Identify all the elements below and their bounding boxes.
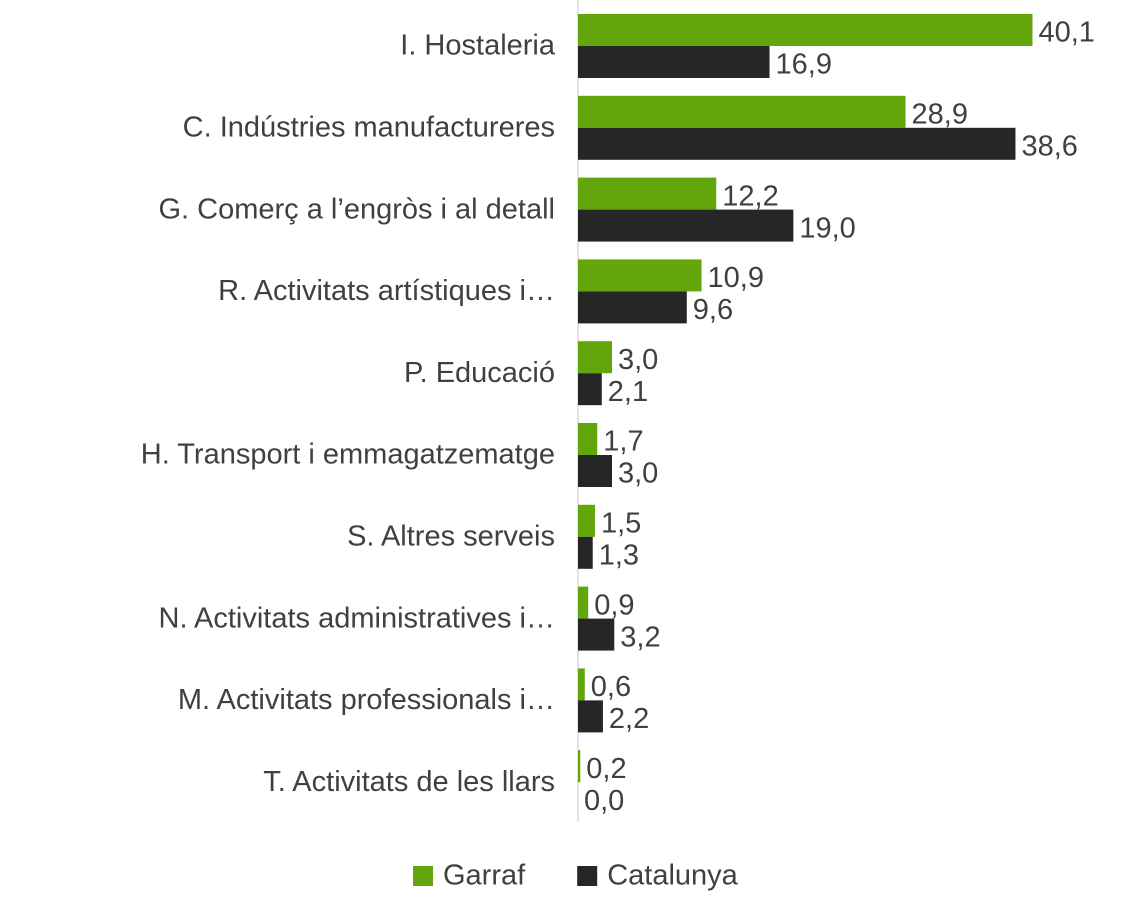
value-label: 2,1: [608, 376, 648, 408]
value-label: 3,0: [618, 458, 658, 490]
value-label: 0,0: [584, 785, 624, 817]
category-label: G. Comerç a l’engròs i al detall: [159, 193, 556, 225]
legend-swatch: [413, 866, 433, 886]
legend-swatch: [577, 866, 598, 886]
bar: [578, 177, 717, 210]
value-label: 10,9: [708, 262, 764, 294]
value-label: 40,1: [1038, 17, 1094, 49]
value-label: 1,5: [601, 507, 641, 539]
category-label: I. Hostaleria: [400, 30, 556, 62]
category-label: P. Educació: [404, 357, 555, 389]
value-label: 16,9: [776, 49, 832, 81]
bar: [578, 14, 1033, 46]
value-label: 28,9: [912, 98, 968, 130]
value-label: 0,9: [594, 589, 634, 621]
bar: [578, 95, 906, 128]
legend-label: Garraf: [443, 860, 526, 892]
value-label: 12,2: [722, 180, 778, 212]
value-label: 2,2: [609, 703, 649, 735]
value-label: 0,2: [586, 753, 626, 785]
value-label: 3,2: [620, 621, 660, 653]
bar: [578, 668, 585, 701]
bar: [578, 341, 612, 374]
category-label: S. Altres serveis: [347, 520, 555, 552]
bar: [578, 750, 581, 783]
bar: [578, 700, 603, 733]
value-label: 9,6: [693, 294, 733, 326]
category-label: M. Activitats professionals i…: [178, 684, 555, 716]
bar: [578, 373, 602, 406]
bar: [578, 46, 770, 78]
bar: [578, 259, 702, 292]
bar: [578, 455, 612, 487]
bar: [578, 209, 794, 242]
bar: [578, 618, 615, 651]
value-label: 1,7: [603, 426, 643, 458]
bar: [578, 423, 598, 455]
category-label: C. Indústries manufactureres: [183, 111, 555, 143]
value-label: 3,0: [618, 344, 658, 376]
category-label: N. Activitats administratives i…: [159, 602, 555, 634]
bar: [578, 291, 687, 324]
bar: [578, 536, 593, 569]
category-label: H. Transport i emmagatzematge: [141, 439, 555, 471]
bar: [578, 586, 589, 619]
bar: [578, 504, 595, 537]
legend-label: Catalunya: [607, 860, 738, 892]
value-label: 0,6: [591, 671, 631, 703]
value-label: 19,0: [799, 212, 855, 244]
value-label: 38,6: [1021, 130, 1077, 162]
category-label: T. Activitats de les llars: [263, 766, 555, 798]
bar: [578, 127, 1016, 160]
category-label: R. Activitats artístiques i…: [218, 275, 555, 307]
value-label: 1,3: [599, 539, 639, 571]
